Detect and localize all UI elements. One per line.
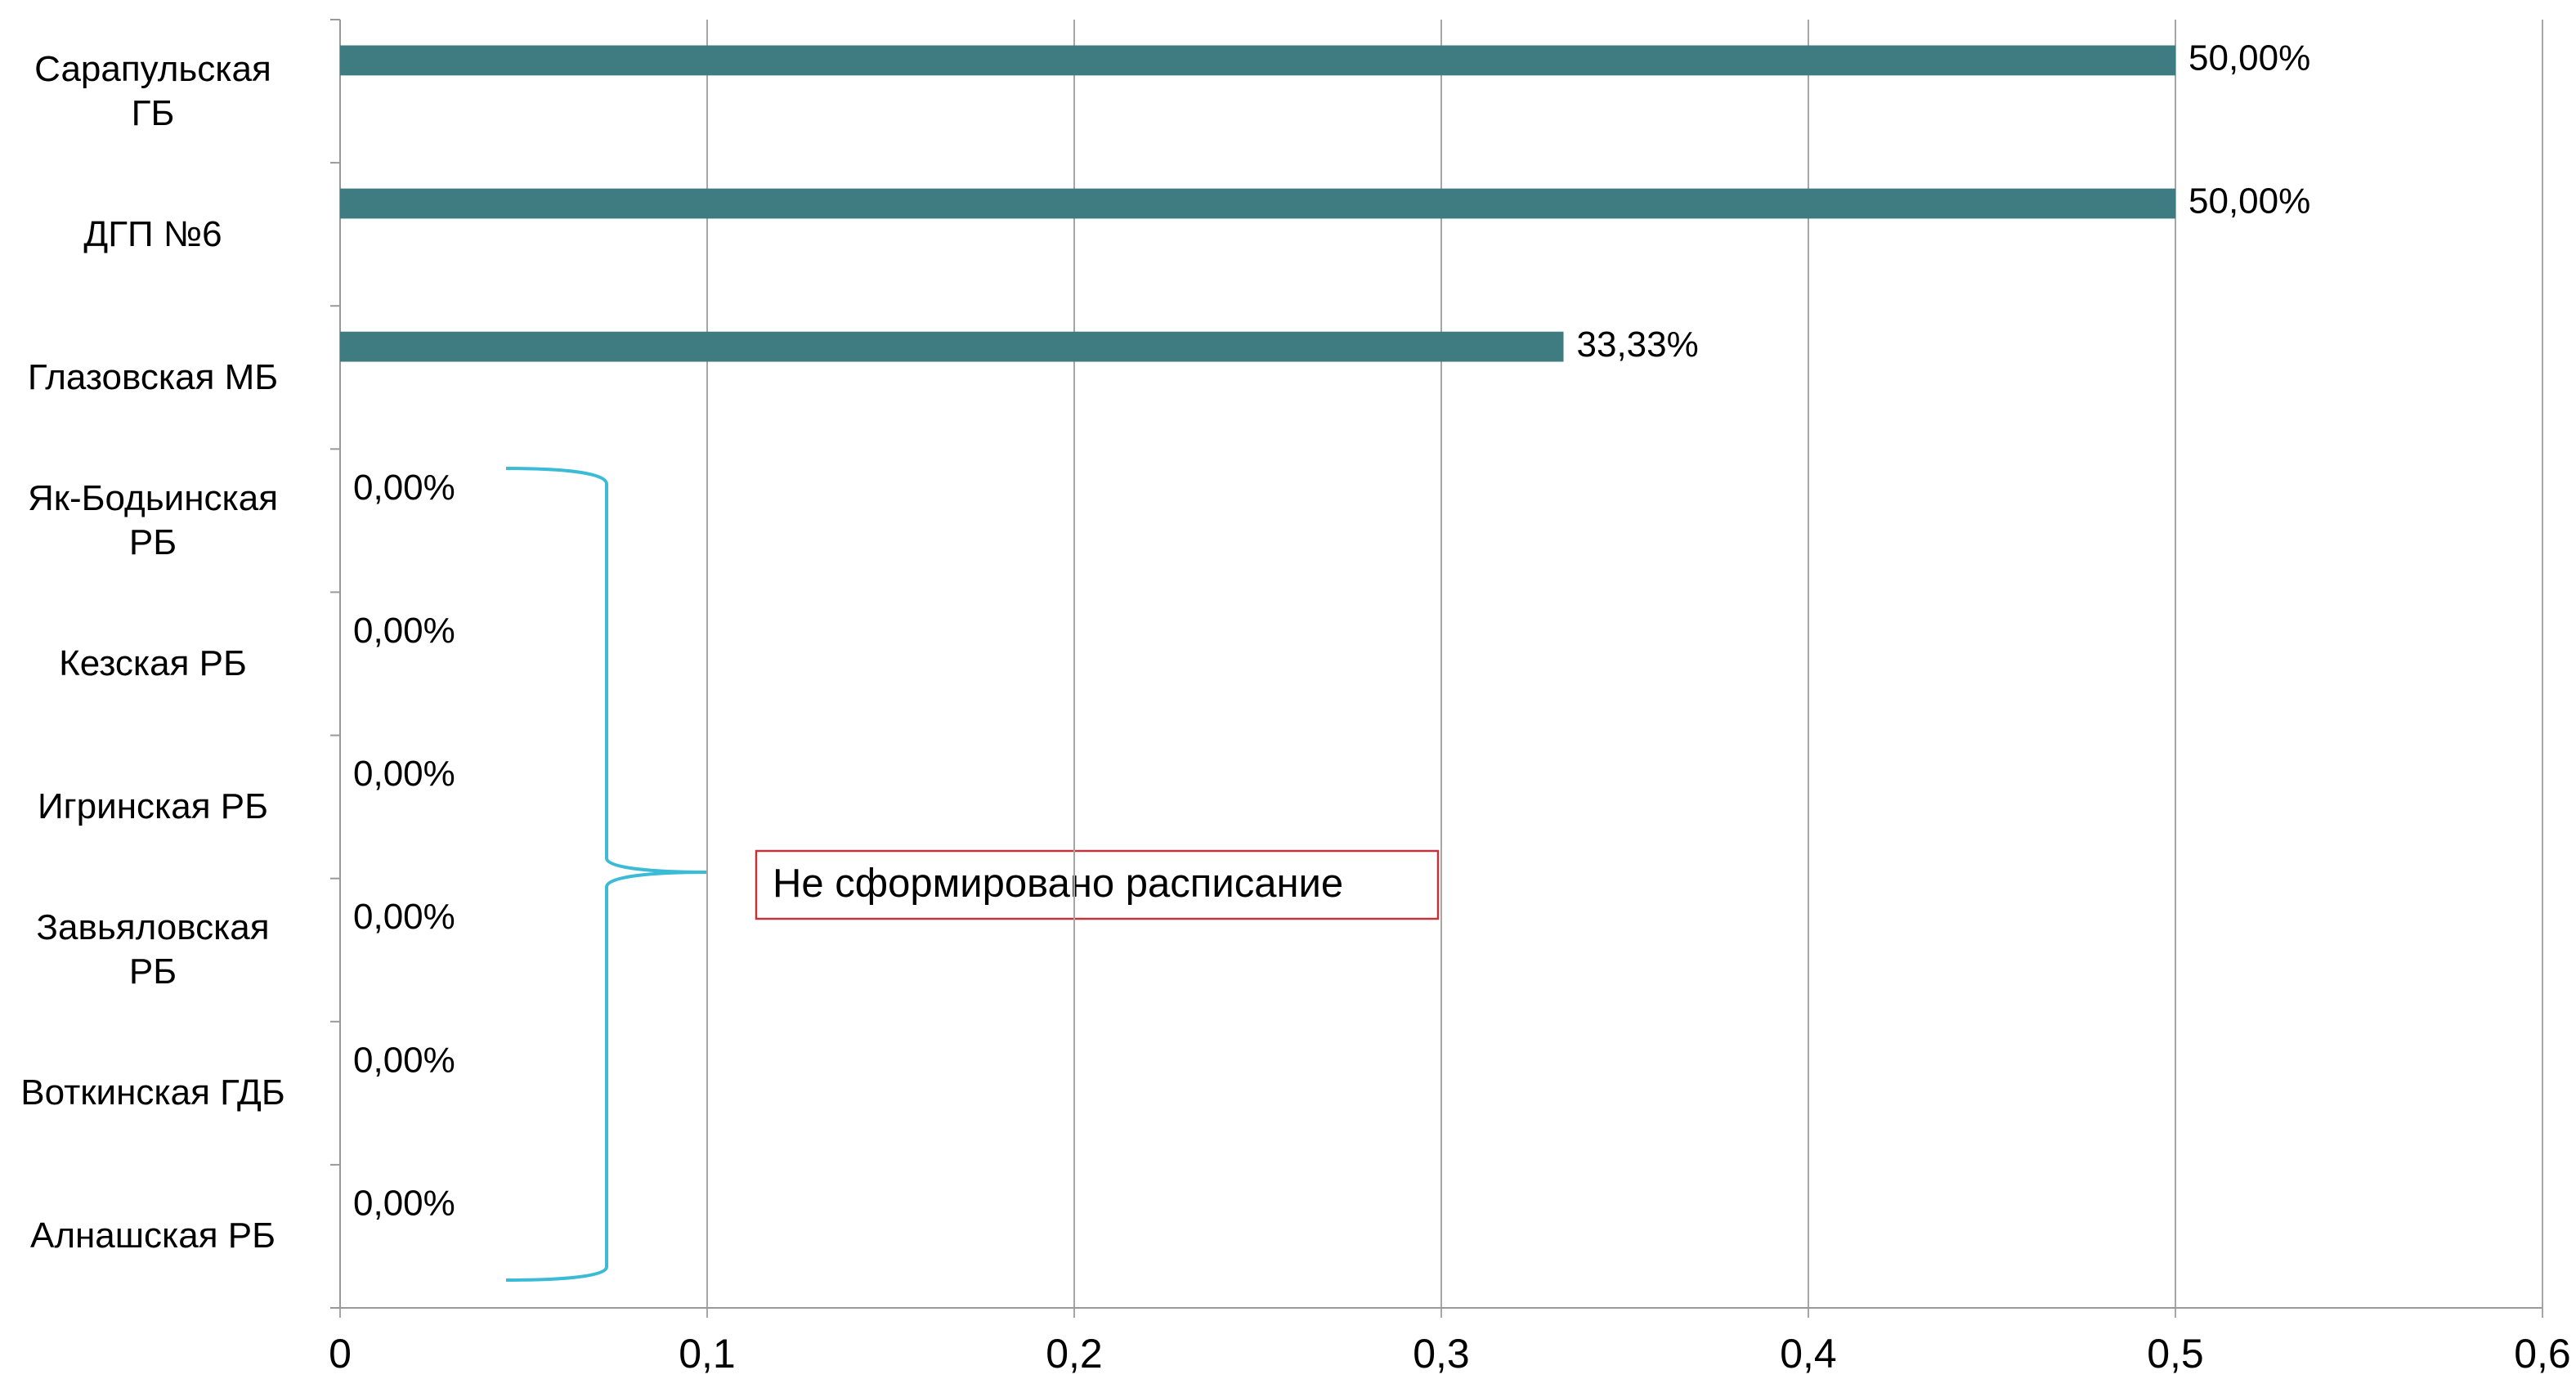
bar bbox=[340, 45, 2175, 76]
bar bbox=[340, 331, 1564, 362]
y-tick-label: Глазовская МБ bbox=[27, 356, 279, 397]
value-label: 33,33% bbox=[1577, 325, 1699, 365]
x-tick-label: 0,6 bbox=[2514, 1331, 2571, 1377]
y-tick-label: Як-Бодьинская РБ bbox=[27, 477, 279, 562]
x-tick-label: 0 bbox=[329, 1331, 352, 1377]
y-tick-label: Кезская РБ bbox=[59, 642, 247, 683]
x-tick-label: 0,5 bbox=[2147, 1331, 2204, 1377]
brace bbox=[505, 467, 707, 1282]
y-tick-label: Завьяловская РБ bbox=[36, 907, 270, 992]
value-label: 0,00% bbox=[353, 754, 455, 794]
value-label: 50,00% bbox=[2188, 181, 2310, 222]
annotation-box bbox=[755, 849, 1440, 920]
value-label: 0,00% bbox=[353, 611, 455, 651]
y-tick-label: Сарапульская ГБ bbox=[34, 48, 271, 133]
annotation: Не сформировано расписание bbox=[773, 862, 1343, 906]
value-label: 50,00% bbox=[2188, 38, 2310, 78]
x-tick-label: 0,1 bbox=[679, 1331, 736, 1377]
value-label: 0,00% bbox=[353, 897, 455, 937]
value-label: 0,00% bbox=[353, 1183, 455, 1223]
x-tick-label: 0,3 bbox=[1413, 1331, 1470, 1377]
x-tick-label: 0,2 bbox=[1046, 1331, 1103, 1377]
y-tick-label: ДГП №6 bbox=[83, 213, 222, 254]
y-tick-label: Воткинская ГДБ bbox=[20, 1072, 285, 1113]
value-label: 0,00% bbox=[353, 1040, 455, 1080]
y-tick-label: Игринская РБ bbox=[38, 786, 268, 827]
value-label: 0,00% bbox=[353, 468, 455, 508]
y-tick-label: Алнашская РБ bbox=[29, 1216, 276, 1256]
x-tick-label: 0,4 bbox=[1780, 1331, 1837, 1377]
bar bbox=[340, 188, 2175, 219]
